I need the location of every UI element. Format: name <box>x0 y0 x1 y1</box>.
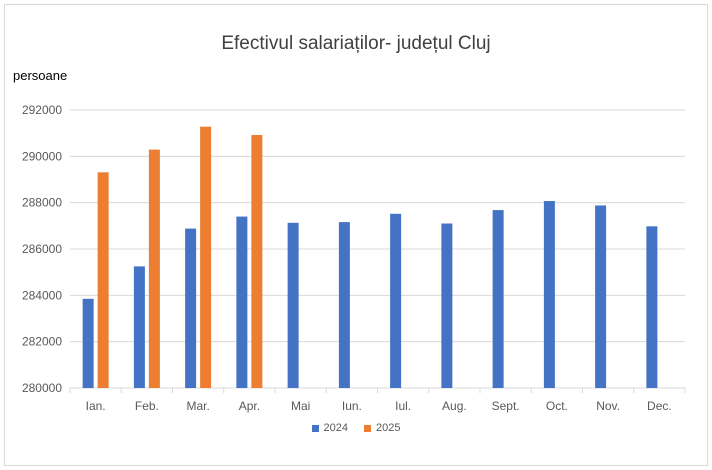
bar-2025-apr <box>251 135 263 388</box>
y-axis-label: persoane <box>13 68 68 83</box>
y-tick-label: 292000 <box>22 103 62 117</box>
y-tick-label: 290000 <box>22 149 62 163</box>
bar-2025-mar <box>200 126 212 389</box>
legend-item-2025: 2025 <box>364 422 400 434</box>
bar-2024-dec <box>646 226 658 388</box>
legend-label: 2025 <box>376 422 401 434</box>
bar-2025-ian <box>97 172 109 388</box>
bar-2024-ian <box>82 298 94 388</box>
bar-2024-iun <box>338 222 350 388</box>
x-tick-label: Feb. <box>135 399 159 413</box>
legend-swatch <box>311 424 319 432</box>
x-tick-label: Apr. <box>239 399 260 413</box>
y-tick-label: 286000 <box>22 242 62 256</box>
bar-2025-feb <box>148 149 160 388</box>
x-tick-label: Iun. <box>342 399 362 413</box>
legend-swatch <box>364 424 371 432</box>
x-tick-label: Dec. <box>647 399 672 413</box>
x-tick-label: Sept. <box>492 399 520 413</box>
bar-2024-iul <box>390 213 402 388</box>
y-tick-label: 282000 <box>22 335 62 349</box>
x-tick-label: Oct. <box>546 399 568 413</box>
x-tick-label: Ian. <box>86 399 106 413</box>
legend-item-2024: 2024 <box>311 422 348 434</box>
chart-title: Efectivul salariaților- județul Cluj <box>221 33 491 54</box>
y-tick-label: 288000 <box>22 196 62 210</box>
legend-label: 2024 <box>323 422 348 434</box>
bar-2024-mar <box>185 228 197 388</box>
y-tick-label: 280000 <box>22 381 62 395</box>
x-tick-label: Mai <box>291 399 310 413</box>
bar-2024-aug <box>441 223 453 388</box>
bar-2024-apr <box>236 216 248 388</box>
x-tick-label: Mar. <box>186 399 209 413</box>
bar-2024-sept <box>492 210 504 388</box>
bar-2024-nov <box>595 205 607 388</box>
x-tick-label: Aug. <box>442 399 467 413</box>
x-tick-label: Iul. <box>395 399 411 413</box>
bar-2024-feb <box>133 266 145 388</box>
bar-2024-mai <box>287 222 299 388</box>
y-tick-label: 284000 <box>22 288 62 302</box>
x-tick-label: Nov. <box>596 399 620 413</box>
bar-2024-oct <box>543 201 555 388</box>
legend: 2024 2025 <box>0 422 712 434</box>
